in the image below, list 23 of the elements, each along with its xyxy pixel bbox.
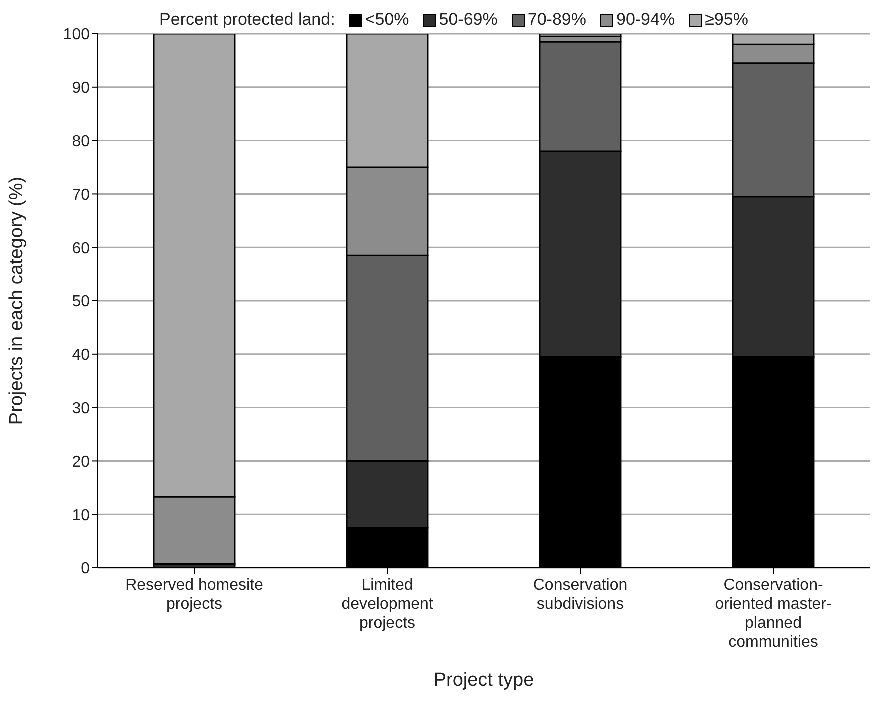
y-axis-title: Projects in each category (%) <box>6 176 28 426</box>
y-tick-label: 80 <box>72 133 90 150</box>
legend-label: 50-69% <box>439 10 498 30</box>
y-tick-label: 40 <box>72 347 90 364</box>
x-tick-label: Limited development projects <box>342 577 434 632</box>
y-tick-label: 70 <box>72 186 90 204</box>
legend-label: ≥95% <box>705 10 748 30</box>
x-axis-title: Project type <box>434 670 534 691</box>
legend-label: <50% <box>365 10 410 30</box>
legend-title: Percent protected land: <box>160 10 336 30</box>
y-tick-label: 60 <box>72 240 90 258</box>
x-tick-label: Conservation-oriented master-planned communities <box>715 577 832 651</box>
legend-label: 90-94% <box>616 10 676 30</box>
legend-label: 70-89% <box>528 10 586 30</box>
x-tick-label: Reserved homesite projects <box>126 577 264 613</box>
y-tick-label: 0 <box>81 560 90 578</box>
y-tick-label: 30 <box>72 400 90 418</box>
y-tick-label: 10 <box>72 507 90 524</box>
y-tick-label: 90 <box>72 80 90 98</box>
y-tick-label: 50 <box>72 294 90 311</box>
x-tick-label: Conservation subdivisions <box>533 577 628 613</box>
y-tick-label: 20 <box>72 454 90 471</box>
y-tick-label: 100 <box>63 26 90 44</box>
